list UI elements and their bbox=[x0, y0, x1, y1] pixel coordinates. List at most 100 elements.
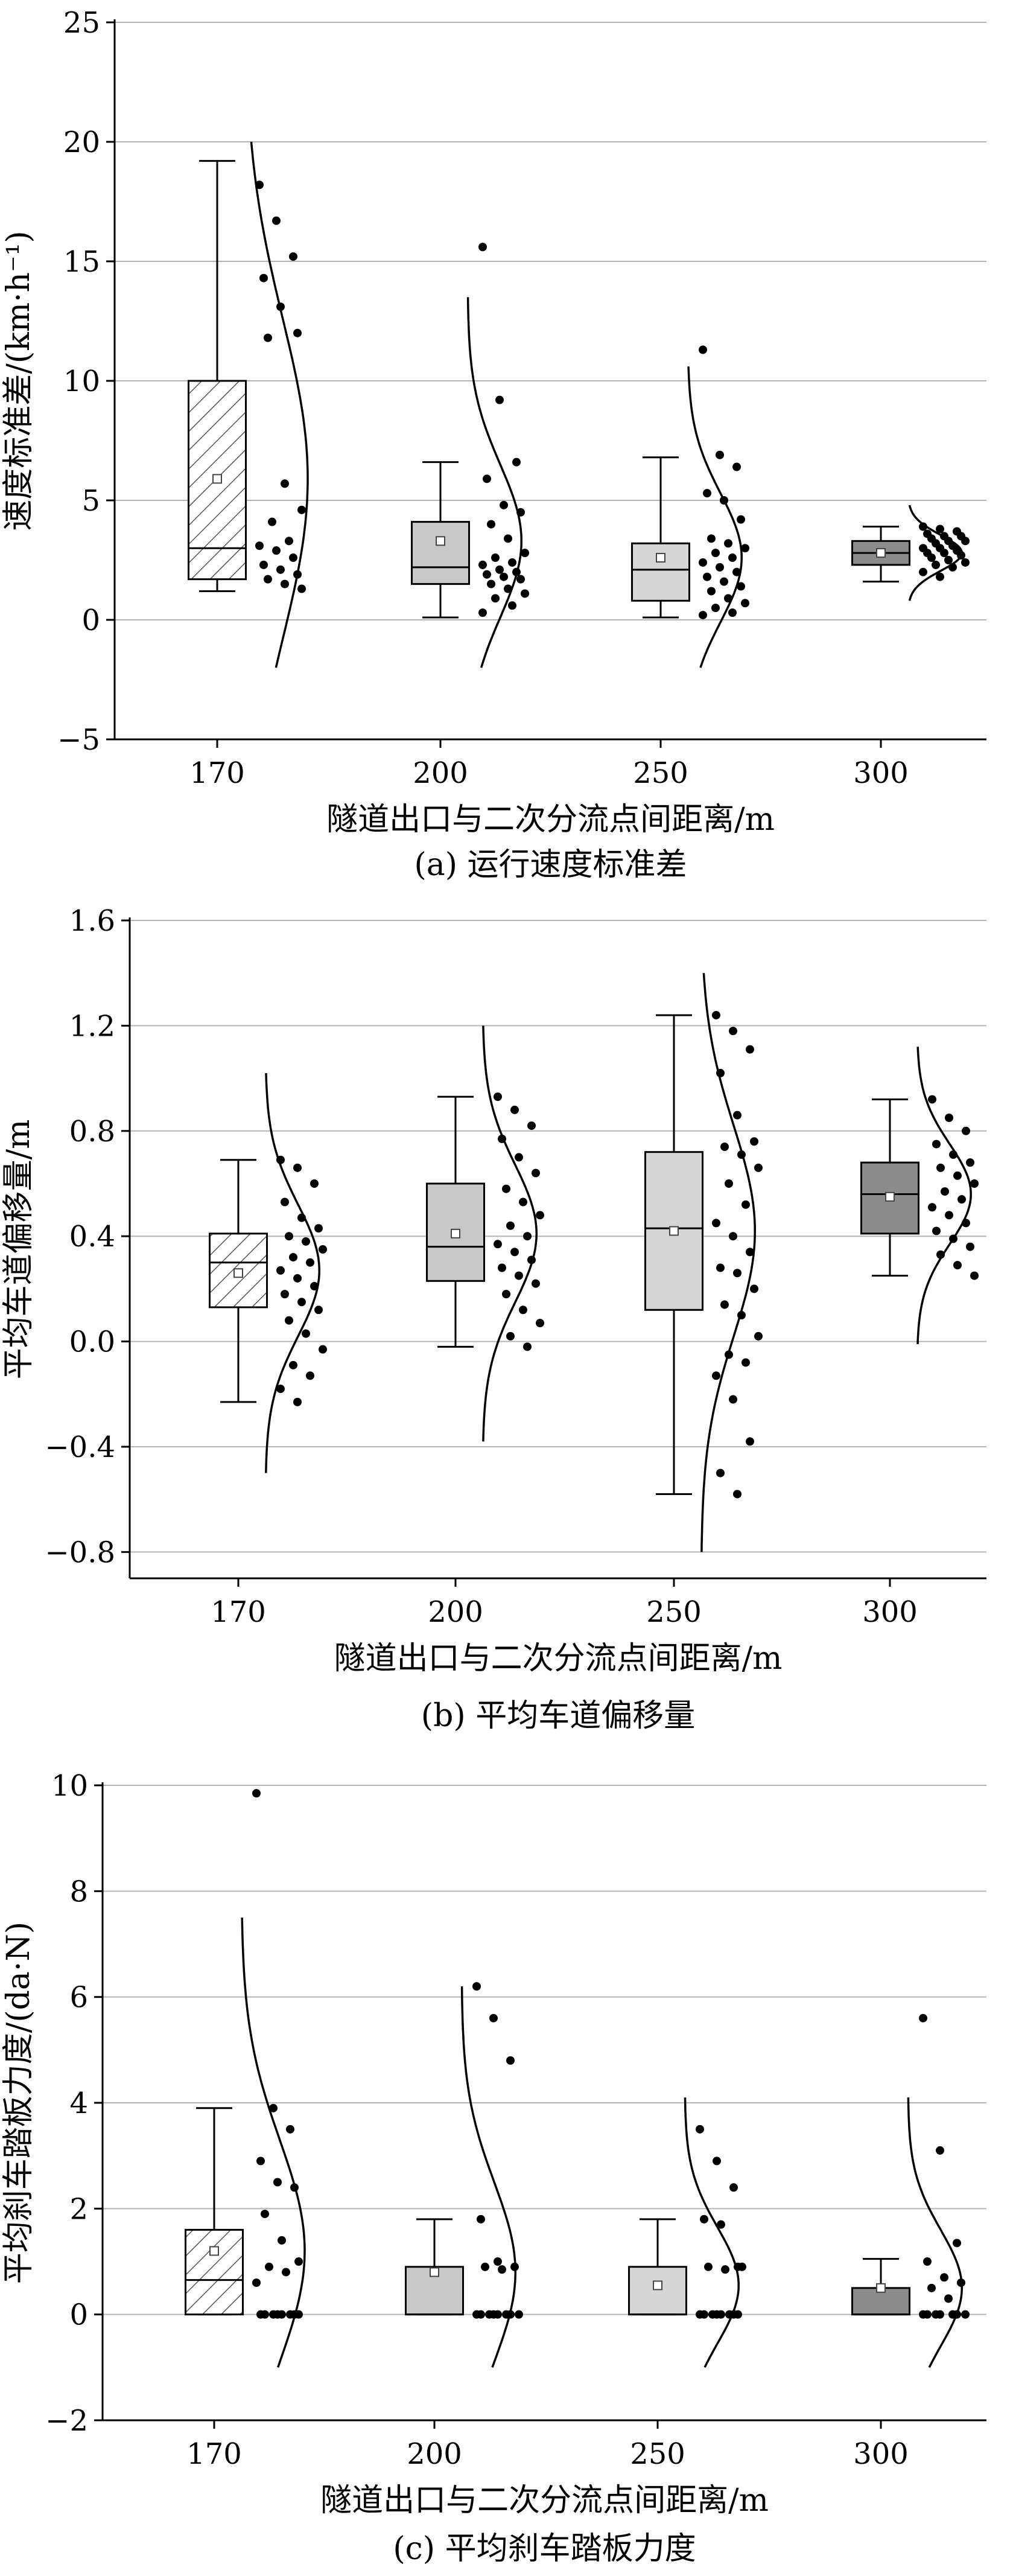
panel-caption: (c) 平均刹车踏板力度 bbox=[393, 2531, 696, 2567]
data-point bbox=[494, 2310, 502, 2319]
data-point bbox=[737, 515, 745, 524]
data-point bbox=[319, 1345, 327, 1354]
data-point bbox=[970, 1179, 979, 1188]
points-250 bbox=[696, 2125, 746, 2319]
data-point bbox=[717, 2310, 725, 2319]
data-point bbox=[704, 2262, 713, 2271]
density-curve-250 bbox=[684, 2097, 740, 2368]
data-point bbox=[264, 575, 272, 584]
data-point bbox=[940, 549, 948, 558]
data-point bbox=[945, 1211, 953, 1220]
data-point bbox=[953, 1171, 962, 1180]
x-tick-label: 170 bbox=[211, 1595, 266, 1629]
box-300 bbox=[851, 526, 910, 583]
box-200 bbox=[426, 1095, 485, 1348]
data-point bbox=[936, 1163, 945, 1172]
data-point bbox=[729, 1027, 737, 1036]
data-point bbox=[707, 587, 716, 596]
y-axis-title: 平均车道偏移量/m bbox=[1, 1120, 37, 1380]
y-tick-label: 0.0 bbox=[69, 1325, 115, 1359]
x-tick-label: 200 bbox=[413, 756, 468, 790]
data-point bbox=[506, 1331, 515, 1341]
data-point bbox=[515, 1153, 523, 1162]
data-point bbox=[728, 553, 737, 563]
x-tick-label: 170 bbox=[186, 2437, 242, 2471]
points-300 bbox=[919, 522, 970, 581]
panel-caption: (b) 平均车道偏移量 bbox=[421, 1698, 695, 1734]
data-point bbox=[515, 2310, 523, 2319]
data-point bbox=[532, 1279, 540, 1288]
data-point bbox=[516, 575, 525, 584]
data-point bbox=[927, 553, 936, 563]
data-point bbox=[936, 2146, 944, 2155]
y-tick-label: −2 bbox=[45, 2404, 88, 2438]
data-point bbox=[932, 1226, 941, 1235]
box-250 bbox=[631, 456, 690, 619]
data-point bbox=[483, 570, 491, 579]
box-170 bbox=[209, 1159, 268, 1403]
data-point bbox=[699, 558, 707, 567]
data-point bbox=[717, 2220, 725, 2229]
data-point bbox=[477, 2310, 485, 2319]
data-point bbox=[923, 2310, 932, 2319]
data-point bbox=[521, 589, 529, 598]
data-point bbox=[281, 1290, 289, 1299]
data-point bbox=[927, 2283, 936, 2292]
data-point bbox=[252, 2278, 261, 2287]
data-point bbox=[523, 1342, 532, 1351]
mean-marker bbox=[653, 2280, 662, 2291]
data-point bbox=[746, 1045, 754, 1054]
y-tick-label: 0 bbox=[69, 2298, 88, 2332]
density-curve-170 bbox=[265, 1073, 320, 1473]
data-point bbox=[724, 539, 732, 548]
data-point bbox=[521, 549, 529, 558]
data-point bbox=[494, 2257, 502, 2266]
data-point bbox=[508, 601, 516, 610]
box-170 bbox=[188, 160, 247, 592]
data-point bbox=[306, 1371, 314, 1380]
data-point bbox=[289, 252, 297, 261]
box-250 bbox=[628, 2218, 687, 2316]
data-point bbox=[712, 1371, 720, 1380]
y-tick-label: −0.8 bbox=[45, 1535, 115, 1569]
data-point bbox=[966, 1242, 974, 1251]
data-point bbox=[716, 1263, 725, 1272]
data-point bbox=[276, 565, 285, 574]
x-tick-label: 300 bbox=[853, 2437, 909, 2471]
data-point bbox=[278, 2236, 286, 2245]
panel-caption: (a) 运行速度标准差 bbox=[414, 847, 687, 883]
data-point bbox=[970, 1271, 979, 1280]
x-tick-label: 300 bbox=[862, 1595, 918, 1629]
panel-3: −2 0 2 4 6 8 10 170 200 250 300 隧道出口与二次分流点间距离/m 平均刹车… bbox=[1, 1769, 986, 2567]
density-curve-250 bbox=[700, 973, 756, 1552]
data-point bbox=[961, 537, 970, 546]
data-point bbox=[494, 1092, 502, 1101]
data-point bbox=[495, 565, 504, 574]
data-point bbox=[272, 546, 281, 555]
mean-marker bbox=[209, 2246, 219, 2256]
data-point bbox=[259, 560, 268, 569]
data-point bbox=[281, 1197, 289, 1207]
y-tick-label: −5 bbox=[57, 723, 100, 757]
mean-marker bbox=[233, 1268, 243, 1278]
data-point bbox=[713, 2157, 721, 2166]
x-tick-label: 200 bbox=[428, 1595, 483, 1629]
density-curve-170 bbox=[241, 1918, 306, 2368]
y-tick-label: 0.8 bbox=[69, 1115, 115, 1149]
data-point bbox=[289, 1253, 297, 1262]
y-tick-label: 6 bbox=[69, 1981, 88, 2015]
data-point bbox=[953, 1261, 962, 1270]
data-point bbox=[746, 1437, 754, 1446]
mean-marker bbox=[436, 536, 445, 546]
data-point bbox=[285, 537, 293, 546]
data-point bbox=[720, 1300, 729, 1309]
data-point bbox=[928, 1095, 936, 1104]
data-point bbox=[940, 2273, 948, 2282]
data-point bbox=[289, 1360, 297, 1369]
data-point bbox=[506, 2056, 515, 2065]
data-point bbox=[936, 572, 944, 581]
x-tick-label: 300 bbox=[853, 756, 909, 790]
data-point bbox=[725, 1179, 733, 1188]
data-point bbox=[532, 1168, 540, 1178]
